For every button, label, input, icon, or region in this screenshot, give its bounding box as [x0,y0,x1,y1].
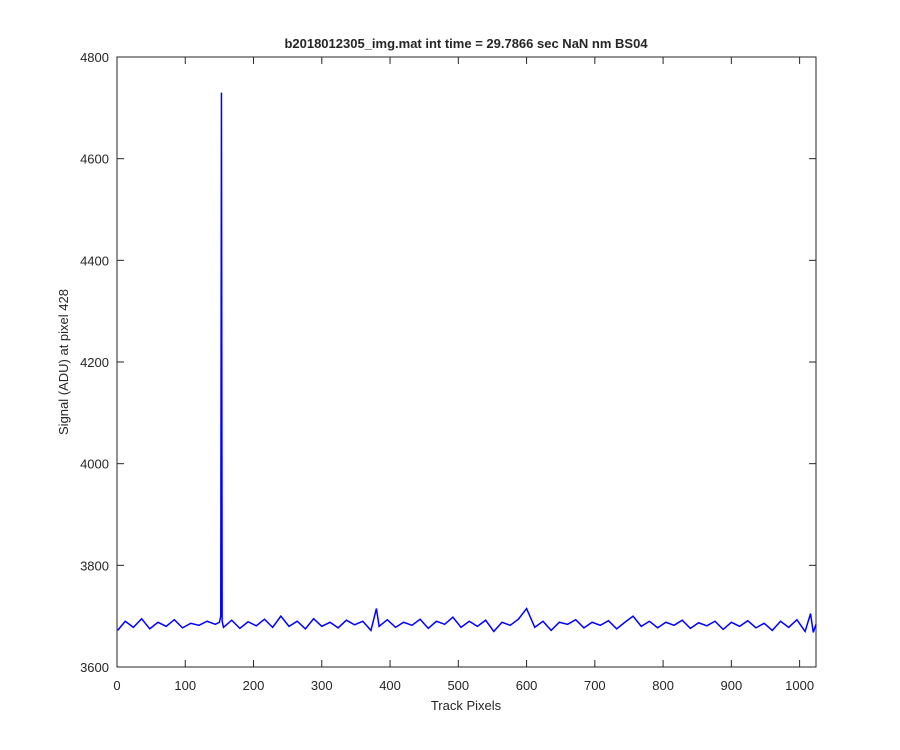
x-tick-label: 900 [721,678,743,693]
x-tick-label: 600 [516,678,538,693]
x-tick-label: 700 [584,678,606,693]
x-tick-label: 200 [243,678,265,693]
chart-title: b2018012305_img.mat int time = 29.7866 s… [284,36,648,51]
y-tick-label: 4600 [80,152,109,167]
plot-box [116,56,817,668]
y-tick-label: 3600 [80,660,109,675]
x-axis-label: Track Pixels [431,698,502,713]
x-tick-label: 300 [311,678,333,693]
y-tick-label: 4800 [80,50,109,65]
y-tick-label: 4400 [80,253,109,268]
x-tick-label: 500 [447,678,469,693]
x-tick-label: 400 [379,678,401,693]
data-line [117,92,817,634]
x-tick-label: 800 [652,678,674,693]
y-axis-label: Signal (ADU) at pixel 428 [56,289,71,435]
y-tick-label: 4200 [80,355,109,370]
x-tick-label: 1000 [785,678,814,693]
y-tick-label: 4000 [80,457,109,472]
x-tick-label: 100 [174,678,196,693]
x-tick-label: 0 [113,678,120,693]
y-tick-label: 3800 [80,558,109,573]
